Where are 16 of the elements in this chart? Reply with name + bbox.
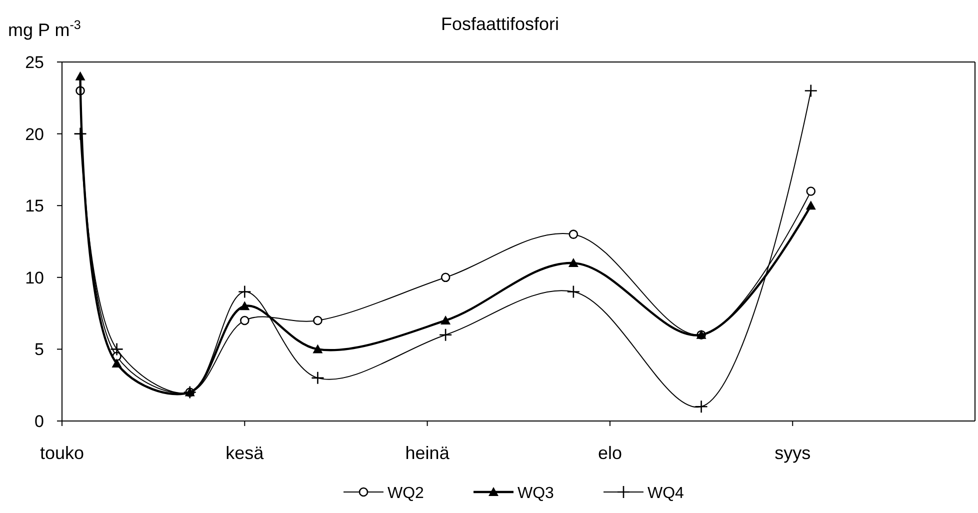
y-axis-title: mg P m$^{-3}$: [8, 18, 81, 40]
legend-label: WQ4: [648, 485, 684, 502]
legend-label: WQ2: [388, 485, 424, 502]
y-tick-label: 5: [34, 340, 44, 360]
x-tick-label: heinä: [405, 443, 450, 463]
x-tick-label: touko: [40, 443, 84, 463]
y-tick-label: 10: [25, 268, 44, 288]
y-tick-label: 15: [25, 196, 44, 216]
x-tick-label: kesä: [226, 443, 265, 463]
chart-title: Fosfaattifosfori: [440, 14, 560, 34]
y-tick-label: 25: [25, 53, 44, 72]
x-tick-label: elo: [598, 443, 622, 463]
legend-label: WQ3: [518, 485, 554, 502]
y-tick-label: 20: [25, 124, 44, 144]
y-tick-label: 0: [34, 412, 44, 431]
x-tick-label: syys: [774, 443, 811, 463]
